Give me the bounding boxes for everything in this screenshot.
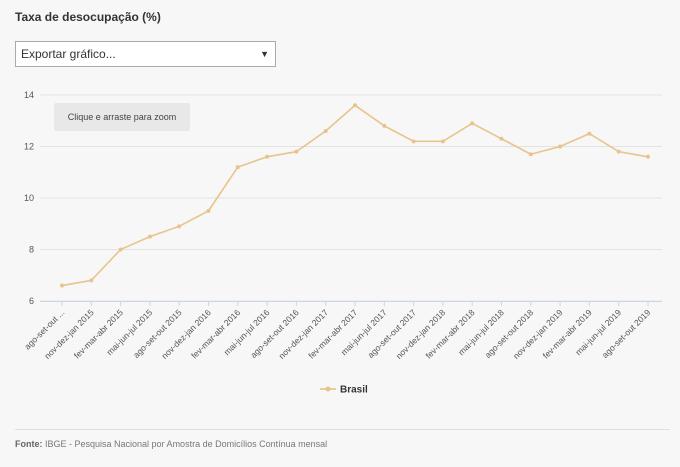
data-point <box>440 139 445 144</box>
data-point <box>558 144 563 149</box>
data-point <box>177 224 182 229</box>
series-line-brasil <box>61 104 649 287</box>
data-point <box>323 129 328 134</box>
data-point <box>118 247 123 252</box>
data-point <box>411 139 416 144</box>
data-point <box>528 152 533 157</box>
data-point <box>60 283 64 288</box>
data-point <box>235 165 240 170</box>
legend-swatch-marker <box>325 386 331 392</box>
y-tick-label: 10 <box>24 193 34 203</box>
source-note: Fonte: IBGE - Pesquisa Nacional por Amos… <box>15 439 327 449</box>
chart-title: Taxa de desocupação (%) <box>15 10 161 24</box>
data-point <box>206 208 211 213</box>
data-point <box>587 131 592 136</box>
data-point <box>382 123 387 128</box>
y-tick-label: 6 <box>29 296 34 306</box>
source-text: IBGE - Pesquisa Nacional por Amostra de … <box>42 439 328 449</box>
data-point <box>294 149 299 154</box>
source-label: Fonte: <box>15 439 43 449</box>
y-tick-label: 8 <box>29 245 34 255</box>
y-tick-label: 12 <box>24 142 34 152</box>
data-point <box>646 154 650 159</box>
data-point <box>89 278 94 283</box>
data-point <box>616 149 621 154</box>
data-point <box>265 154 270 159</box>
export-select-value: Exportar gráfico... <box>21 47 116 61</box>
divider <box>15 429 670 430</box>
data-point <box>147 234 152 239</box>
data-point <box>353 103 357 108</box>
zoom-hint: Clique e arraste para zoom <box>54 103 190 131</box>
export-chart-select[interactable]: Exportar gráfico... ▼ <box>15 41 276 67</box>
legend-item-label[interactable]: Brasil <box>340 385 368 396</box>
data-point <box>499 136 504 141</box>
y-tick-label: 14 <box>24 90 34 100</box>
data-point <box>470 121 475 126</box>
chevron-down-icon: ▼ <box>260 49 269 59</box>
